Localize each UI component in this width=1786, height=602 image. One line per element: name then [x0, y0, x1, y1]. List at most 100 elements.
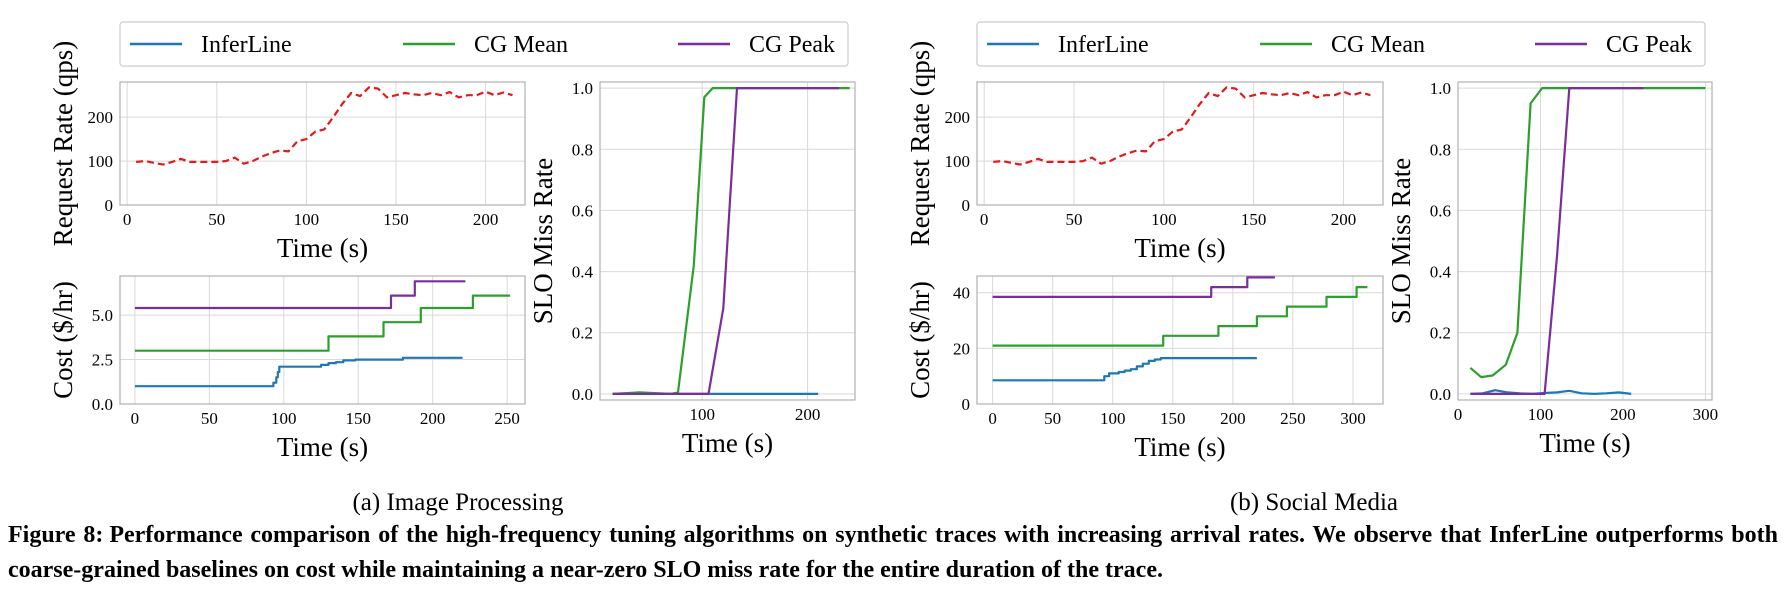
- x-tick-label: 100: [1528, 405, 1554, 424]
- y-tick-label: 2.5: [92, 351, 113, 370]
- y-axis-label: Cost ($/hr): [48, 281, 78, 399]
- x-tick-label: 200: [1610, 405, 1636, 424]
- x-tick-label: 200: [473, 210, 499, 229]
- x-tick-label: 150: [1160, 409, 1186, 428]
- x-axis-label: Time (s): [277, 432, 368, 462]
- y-tick-label: 20: [953, 339, 970, 358]
- x-tick-label: 200: [1220, 409, 1246, 428]
- series-line-request-rate: [993, 86, 1371, 166]
- y-tick-label: 5.0: [92, 306, 113, 325]
- y-tick-label: 100: [88, 152, 114, 171]
- series-line-cg-mean: [1469, 86, 1706, 379]
- y-tick-label: 200: [945, 108, 971, 127]
- x-axis-label: Time (s): [682, 428, 773, 458]
- series-line-cg-mean: [612, 86, 850, 395]
- y-tick-label: 0.4: [572, 263, 594, 282]
- x-axis-label: Time (s): [277, 233, 368, 263]
- plot-frame: [1457, 81, 1713, 401]
- x-tick-label: 150: [345, 409, 371, 428]
- y-axis-label: Cost ($/hr): [905, 281, 935, 399]
- chart-b-request-rate: 0 50 100 150 200 0 100 200 Time (s) Request Rate …: [905, 41, 1384, 263]
- x-tick-label: 100: [271, 409, 297, 428]
- y-tick-label: 0: [105, 196, 114, 215]
- series-line-cg-peak: [992, 276, 1275, 298]
- series-line-inferline: [134, 356, 463, 388]
- y-tick-label: 0.8: [1430, 140, 1451, 159]
- x-tick-label: 50: [1066, 210, 1083, 229]
- x-tick-label: 0: [988, 409, 997, 428]
- series-line-cg-mean: [134, 294, 511, 352]
- series-line-cg-peak: [134, 280, 466, 310]
- x-tick-label: 50: [201, 409, 218, 428]
- x-tick-label: 100: [294, 210, 320, 229]
- x-tick-label: 200: [420, 409, 446, 428]
- series-line-cg-peak: [1470, 86, 1644, 395]
- y-tick-label: 1.0: [1430, 79, 1451, 98]
- legend-label-cg-mean: CG Mean: [1331, 32, 1425, 58]
- y-tick-label: 0.0: [572, 385, 593, 404]
- chart-a-slo-miss-rate: 100 200 0.0 0.2 0.4 0.6 0.8 1.0 Time (s) SLO Miss…: [528, 79, 856, 458]
- x-tick-label: 300: [1693, 405, 1719, 424]
- series-line-cg-peak: [612, 86, 840, 395]
- x-axis-label: Time (s): [1134, 233, 1225, 263]
- plot-frame: [119, 275, 526, 405]
- subcaption-a: (a) Image Processing: [352, 489, 564, 516]
- x-tick-label: 200: [1331, 210, 1357, 229]
- x-tick-label: 100: [1151, 210, 1177, 229]
- y-axis-label: SLO Miss Rate: [1386, 158, 1416, 325]
- legend-label-cg-peak: CG Peak: [1606, 32, 1692, 58]
- y-tick-label: 0.2: [572, 324, 593, 343]
- y-tick-label: 0.8: [572, 140, 593, 159]
- y-tick-label: 200: [88, 108, 114, 127]
- y-axis-label: SLO Miss Rate: [528, 158, 558, 325]
- x-tick-label: 250: [1280, 409, 1306, 428]
- x-tick-label: 250: [494, 409, 520, 428]
- x-axis-label: Time (s): [1134, 432, 1225, 462]
- x-tick-label: 150: [1241, 210, 1267, 229]
- y-tick-label: 0: [962, 395, 971, 414]
- x-tick-label: 50: [1044, 409, 1061, 428]
- series-line-cg-mean: [992, 286, 1368, 347]
- legend-label-inferline: InferLine: [201, 32, 292, 58]
- x-tick-label: 100: [689, 405, 715, 424]
- plot-frame: [976, 81, 1384, 206]
- x-tick-label: 100: [1100, 409, 1126, 428]
- x-tick-label: 0: [1454, 405, 1463, 424]
- x-tick-label: 0: [980, 210, 989, 229]
- legend-b: InferLine CG Mean CG Peak: [976, 21, 1706, 67]
- legend-label-inferline: InferLine: [1058, 32, 1149, 58]
- series-line-inferline: [992, 357, 1257, 382]
- legend-a: InferLine CG Mean CG Peak: [119, 21, 849, 67]
- y-tick-label: 100: [945, 152, 971, 171]
- x-tick-label: 50: [208, 210, 225, 229]
- legend-label-cg-peak: CG Peak: [749, 32, 835, 58]
- figure-caption-text: Performance comparison of the high-frequ…: [8, 522, 1778, 583]
- chart-b-slo-miss-rate: 0 100 200 300 0.0 0.2 0.4 0.6 0.8 1.0 Time (s) SLO …: [1386, 79, 1718, 458]
- chart-a-request-rate: 0 50 100 150 200 0 100 200 Time (s) Request Rate …: [48, 41, 526, 263]
- y-tick-label: 0.0: [92, 395, 113, 414]
- x-axis-label: Time (s): [1539, 428, 1630, 458]
- chart-a-cost: 0 50 100 150 200 250 0.0 2.5 5.0 Time (s) Cost ($/…: [48, 275, 526, 462]
- x-tick-label: 200: [795, 405, 821, 424]
- figure-label: Figure 8:: [8, 522, 104, 548]
- x-tick-label: 150: [383, 210, 409, 229]
- series-line-inferline: [1470, 389, 1632, 395]
- y-tick-label: 0.4: [1430, 263, 1452, 282]
- series-line-request-rate: [136, 86, 513, 166]
- y-tick-label: 1.0: [572, 79, 593, 98]
- figure-caption: Figure 8: Performance comparison of the h…: [8, 518, 1778, 588]
- y-tick-label: 40: [953, 284, 970, 303]
- y-tick-label: 0: [962, 196, 971, 215]
- y-tick-label: 0.6: [572, 201, 593, 220]
- chart-b-cost: 0 50 100 150 200 250 300 0 20 40 Time (s) Cost ($/h…: [905, 275, 1384, 462]
- plot-frame: [976, 275, 1384, 405]
- y-axis-label: Request Rate (qps): [905, 41, 935, 246]
- y-axis-label: Request Rate (qps): [48, 41, 78, 246]
- x-tick-label: 0: [131, 409, 140, 428]
- x-tick-label: 0: [123, 210, 132, 229]
- x-tick-label: 300: [1340, 409, 1366, 428]
- y-tick-label: 0.0: [1430, 385, 1451, 404]
- plot-frame: [119, 81, 526, 206]
- y-tick-label: 0.2: [1430, 324, 1451, 343]
